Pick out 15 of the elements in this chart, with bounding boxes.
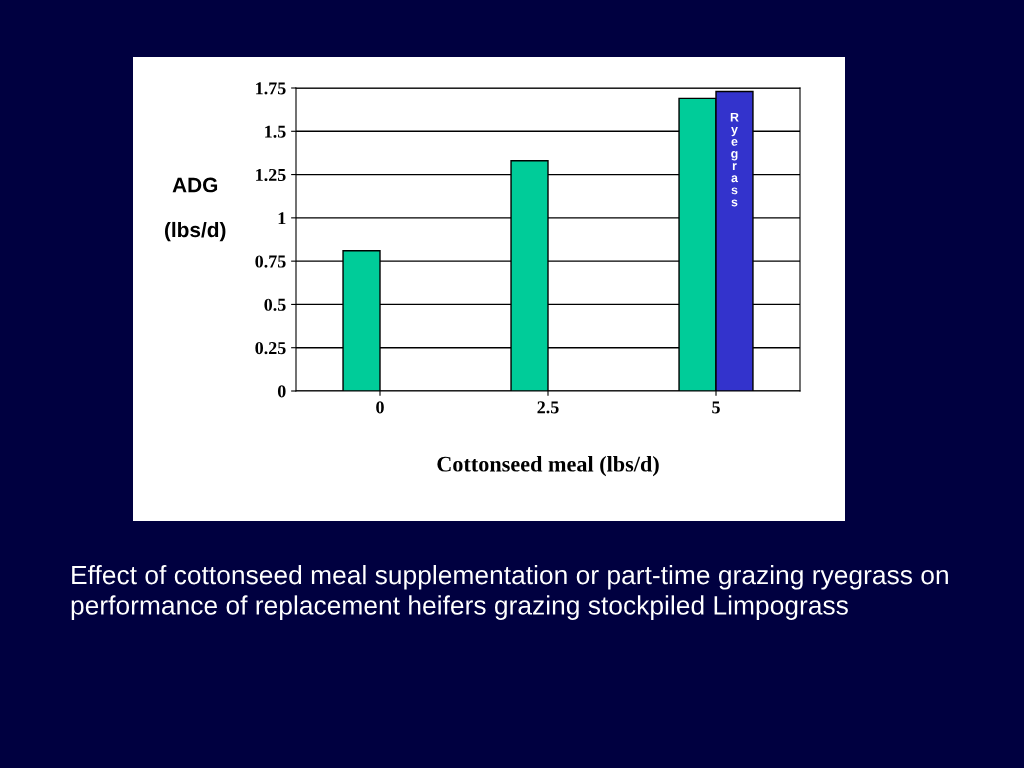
y-tick-label: 1 — [278, 212, 286, 225]
x-tick-label: 5 — [712, 401, 720, 414]
y-tick-label: 0.5 — [264, 298, 286, 311]
y-tick-label: 1.25 — [256, 168, 286, 182]
y-tick-label: 1.5 — [265, 125, 286, 138]
y-tick-label: 0.25 — [255, 341, 286, 355]
x-tick-label: 2.5 — [537, 401, 559, 414]
text: ADG (lbs/d) — [165, 177, 226, 242]
y-tick-label: 0 — [277, 385, 286, 398]
x-axis-title: Cottonseed meal (lbs/d) — [437, 455, 659, 477]
text: Effect of cottonseed meal supplementation or part-time grazing ryegrass on performance of replacement heifers grazing stockpiled Limpograss — [71, 565, 948, 620]
y-tick-label: 1.75 — [256, 82, 286, 95]
series-label: Ryegrass — [730, 112, 739, 207]
y-tick-label: 0.75 — [255, 255, 286, 268]
x-tick-label: 0 — [376, 401, 384, 414]
